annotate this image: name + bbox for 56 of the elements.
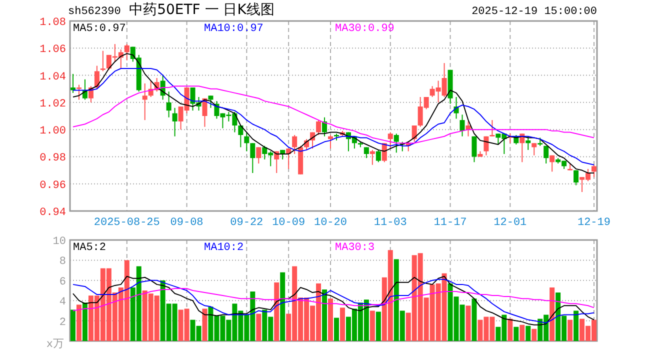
- bar: [526, 326, 531, 341]
- y-tick-label: 1.00: [40, 126, 66, 138]
- bar: [256, 314, 262, 341]
- bar: [466, 306, 471, 341]
- y-tick-label: 0.94: [40, 207, 66, 219]
- bar: [274, 282, 280, 341]
- x-tick-label: 11-17: [434, 217, 467, 229]
- bar: [550, 287, 555, 341]
- x-tick-label: 09-22: [230, 217, 264, 229]
- y-tick-label: 8: [59, 256, 66, 268]
- bar: [322, 289, 328, 341]
- x-tick-label: 12-19: [578, 217, 611, 229]
- y-axis-title: x万: [46, 338, 64, 351]
- bar: [70, 310, 76, 341]
- y-tick-label: 0.98: [40, 152, 66, 165]
- bar: [568, 320, 573, 341]
- bar: [334, 318, 339, 341]
- x-tick-label: 10-20: [314, 217, 348, 229]
- y-tick-label: 10: [52, 236, 66, 248]
- bar: [508, 318, 513, 341]
- y-tick-label: 6: [59, 276, 66, 288]
- text: MA30:0.99: [335, 23, 394, 35]
- y-tick-label: 1.08: [40, 17, 66, 29]
- y-tick-label: 4: [59, 296, 66, 309]
- line-series: [72, 68, 595, 166]
- bar: [520, 324, 525, 341]
- line-series: [72, 288, 595, 312]
- y-tick-label: 1.06: [40, 44, 66, 56]
- y-tick-label: 1.02: [40, 98, 66, 110]
- series-label: MA5:0.97: [73, 23, 126, 35]
- y-tick-label: 2: [59, 316, 66, 329]
- text: MA10:2: [204, 242, 244, 254]
- text: MA30:3: [335, 242, 375, 254]
- x-tick-label: 10-09: [272, 217, 306, 229]
- bar: [376, 312, 381, 341]
- bar: [340, 308, 345, 341]
- chart-title: 中药50ETF 一 日K线图: [129, 2, 274, 18]
- text: MA10:0.97: [204, 23, 264, 35]
- text: MA5:2: [73, 242, 106, 254]
- bar: [532, 328, 537, 341]
- bar: [514, 326, 519, 341]
- x-tick-label: 2025-08-25: [94, 217, 160, 229]
- bar: [280, 272, 286, 341]
- bar: [82, 302, 88, 341]
- x-tick-label: 12-01: [494, 217, 528, 229]
- bar: [574, 310, 579, 341]
- bar: [328, 298, 333, 341]
- bar: [76, 304, 82, 341]
- bar: [370, 310, 375, 341]
- x-tick-label: 09-08: [170, 217, 204, 229]
- text: 2025-12-19 15:00:00: [472, 6, 597, 18]
- y-tick-label: 0.96: [40, 180, 66, 192]
- x-tick-label: 11-03: [374, 217, 407, 229]
- y-tick-label: 1.04: [40, 71, 66, 84]
- text: sh562390: [68, 6, 121, 18]
- bar: [472, 298, 477, 341]
